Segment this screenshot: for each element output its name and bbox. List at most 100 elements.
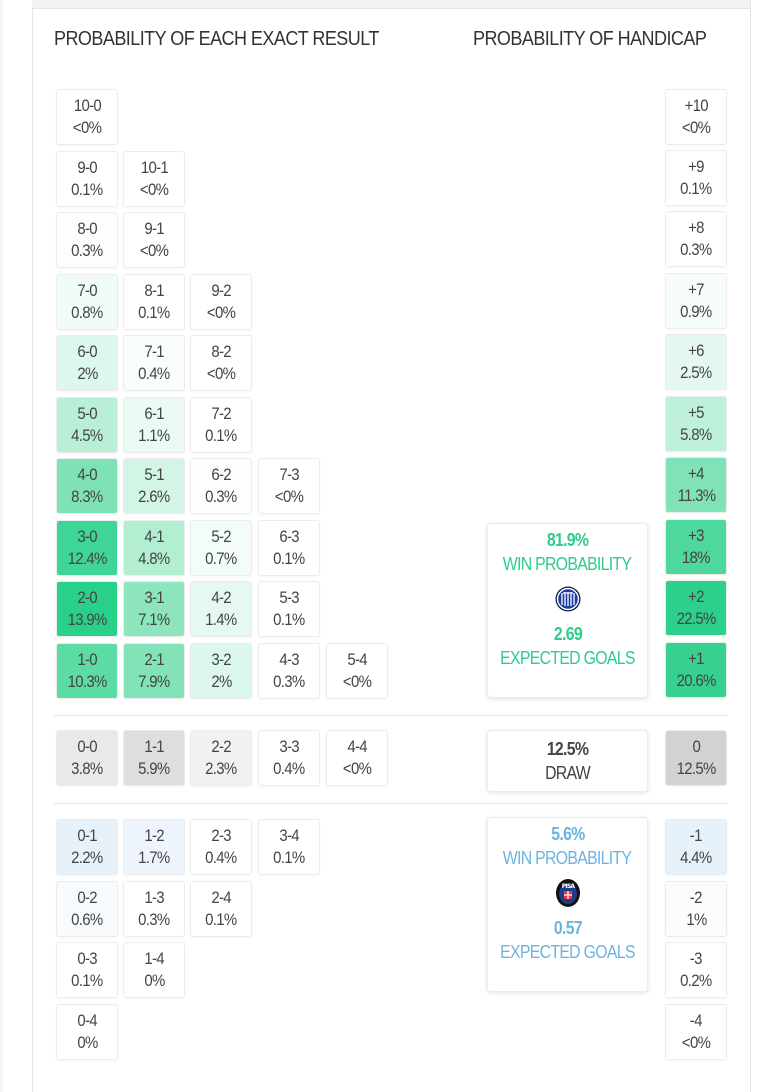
cell-label: 5-0 (77, 403, 97, 423)
cell-label: 5-2 (211, 526, 231, 546)
score-cell: 5-0 4.5% (56, 396, 118, 453)
score-cell: 8-2 <0% (190, 335, 252, 391)
cell-probability: 2% (210, 671, 232, 691)
handicap-cell: +3 18% (665, 519, 727, 575)
cell-probability: 2.6% (138, 487, 170, 506)
score-cell: 0-3 0.1% (56, 942, 118, 998)
score-cell: 8-1 0.1% (123, 273, 185, 330)
away-win-label: WIN PROBABILITY (503, 848, 632, 868)
cell-probability: 0.3% (680, 240, 712, 259)
cell-label: +2 (688, 587, 704, 606)
cell-probability: 0.6% (71, 909, 103, 929)
score-cell: 7-0 0.8% (56, 273, 118, 330)
score-cell: 3-3 0.4% (258, 730, 320, 786)
cell-probability: 0.1% (205, 425, 237, 445)
cell-label: 1-4 (144, 949, 164, 968)
score-cell: 4-4 <0% (326, 730, 388, 786)
handicap-cell: +5 5.8% (665, 396, 727, 452)
cell-probability: 0.1% (273, 848, 305, 867)
score-cell: 7-3 <0% (258, 458, 320, 514)
score-cell: 5-1 2.6% (123, 458, 185, 514)
cell-label: 6-1 (144, 403, 164, 423)
cell-label: 1-3 (144, 887, 164, 907)
cell-label: 3-2 (211, 649, 231, 669)
cell-probability: <0% (681, 118, 711, 137)
cell-probability: 0.1% (205, 909, 237, 929)
cell-probability: <0% (139, 241, 169, 260)
cell-label: +5 (688, 403, 704, 422)
cell-label: 3-4 (279, 826, 299, 845)
cell-probability: 2% (76, 364, 98, 383)
handicap-cell: +2 22.5% (665, 580, 727, 636)
cell-probability: 1% (685, 910, 707, 929)
handicap-cell: -1 4.4% (665, 819, 727, 875)
handicap-cell: +10 <0% (665, 89, 727, 145)
cell-label: 1-2 (144, 826, 164, 845)
cell-label: +1 (688, 649, 704, 668)
cell-label: 8-2 (211, 342, 231, 361)
cell-label: +4 (688, 464, 704, 483)
cell-probability: 0.7% (205, 548, 237, 568)
score-cell: 1-3 0.3% (123, 880, 185, 937)
cell-probability: 0.3% (205, 487, 237, 506)
handicap-cell: -2 1% (665, 881, 727, 937)
cell-probability: 0.1% (680, 179, 712, 198)
cell-probability: 8.3% (71, 487, 103, 506)
home-summary-box: 81.9% WIN PROBABILITY 2.69 EXPECTED GOAL… (487, 523, 648, 698)
away-xg-value: 0.57 (553, 918, 582, 938)
score-cell: 3-1 7.1% (123, 581, 185, 637)
cell-probability: 3.8% (71, 759, 103, 778)
cell-probability: 0.2% (680, 971, 712, 990)
cell-label: 10-1 (140, 157, 168, 177)
score-cell: 8-0 0.3% (56, 212, 118, 268)
score-cell: 2-3 0.4% (190, 819, 252, 875)
handicap-cell: +1 20.6% (665, 642, 727, 698)
score-cell: 0-2 0.6% (56, 880, 118, 937)
cell-label: 2-4 (211, 887, 231, 907)
cell-probability: 0.3% (138, 909, 170, 929)
handicap-cell: +4 11.3% (665, 457, 727, 513)
cell-label: -4 (690, 1011, 703, 1030)
score-cell: 2-2 2.3% (190, 730, 252, 786)
cell-probability: 0% (143, 971, 165, 990)
cell-probability: 0.9% (680, 302, 712, 321)
cell-probability: 11.3% (677, 486, 716, 505)
cell-label: 3-1 (144, 588, 164, 607)
cell-label: 0-1 (77, 826, 97, 845)
cell-probability: 0.8% (71, 302, 103, 322)
cell-label: 9-0 (77, 157, 97, 177)
cell-label: 8-1 (144, 280, 164, 300)
score-cell: 4-1 4.8% (123, 519, 185, 576)
cell-label: 4-4 (347, 737, 367, 756)
score-cell: 1-4 0% (123, 942, 185, 998)
cell-probability: <0% (342, 671, 372, 691)
cell-label: +10 (684, 96, 708, 115)
cell-probability: 7.1% (138, 610, 170, 629)
cell-label: -2 (690, 888, 703, 907)
cell-probability: 10.3% (67, 671, 108, 691)
handicap-cell: +6 2.5% (665, 334, 727, 390)
cell-probability: <0% (274, 487, 304, 506)
score-cell: 9-1 <0% (123, 212, 185, 268)
cell-probability: 4.8% (138, 548, 170, 568)
draw-pct: 12.5% (546, 739, 589, 759)
cell-probability: <0% (139, 179, 169, 199)
cell-label: 2-1 (144, 649, 164, 669)
cell-label: 4-2 (211, 588, 231, 607)
cell-probability: 12.4% (67, 548, 108, 568)
score-cell: 9-2 <0% (190, 273, 252, 330)
cell-probability: 5.8% (680, 425, 712, 444)
cell-label: 0-2 (77, 887, 97, 907)
cell-probability: 0% (76, 1032, 98, 1052)
cell-probability: 0.4% (205, 848, 237, 867)
home-xg-value: 2.69 (553, 624, 582, 644)
cell-label: 6-2 (211, 465, 231, 484)
cell-label: 0-0 (77, 737, 97, 756)
cell-probability: 12.5% (676, 759, 717, 778)
score-cell: 5-3 0.1% (258, 581, 320, 637)
cell-label: 0-3 (77, 949, 97, 968)
cell-label: 7-2 (211, 403, 231, 423)
cell-probability: 0.4% (273, 759, 305, 778)
cell-probability: 20.6% (676, 671, 717, 690)
score-cell: 6-1 1.1% (123, 396, 185, 453)
